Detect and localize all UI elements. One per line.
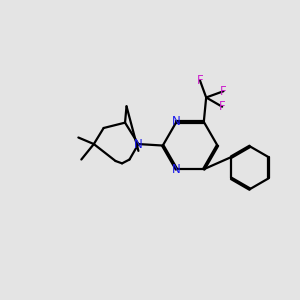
Text: N: N bbox=[172, 163, 181, 176]
Text: F: F bbox=[219, 100, 225, 113]
Text: N: N bbox=[134, 138, 143, 151]
Text: F: F bbox=[220, 85, 227, 98]
Text: F: F bbox=[196, 74, 203, 87]
Text: N: N bbox=[172, 116, 181, 128]
